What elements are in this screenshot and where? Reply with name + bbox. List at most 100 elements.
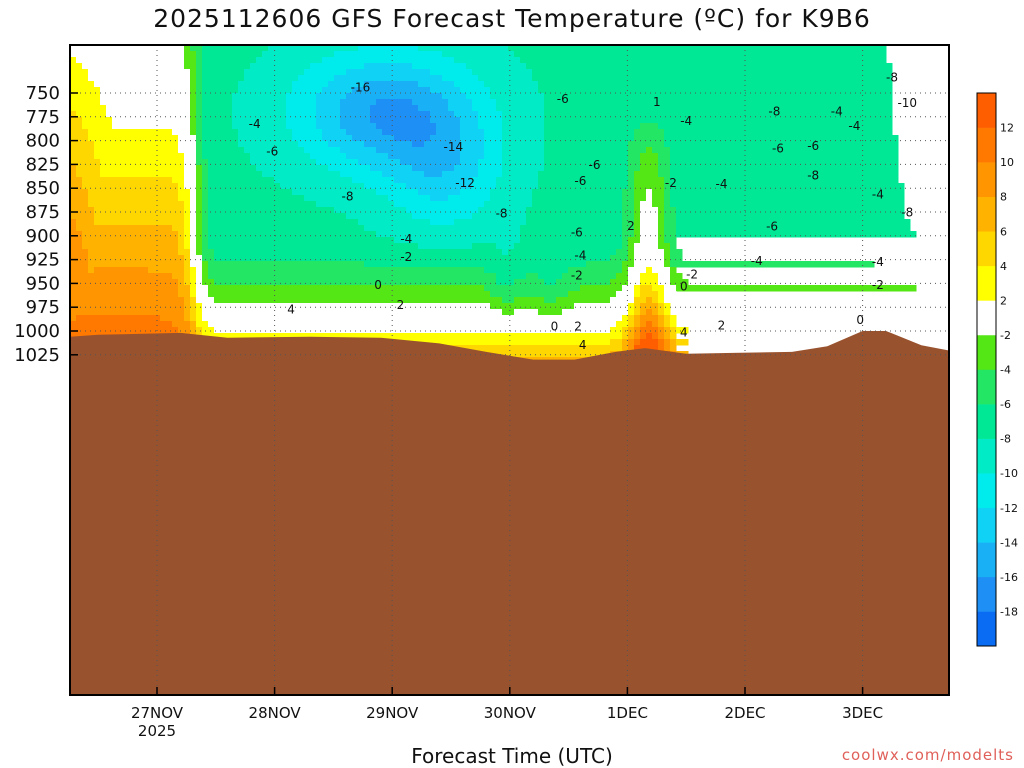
temperature-cell: [238, 141, 299, 148]
temperature-cell: [178, 183, 185, 190]
contour-label: -8: [768, 105, 780, 119]
temperature-cell: [472, 213, 527, 220]
temperature-cell: [412, 63, 467, 70]
temperature-cell: [70, 81, 95, 88]
temperature-cell: [238, 129, 293, 136]
temperature-cell: [574, 303, 629, 310]
temperature-cell: [664, 339, 671, 346]
temperature-cell: [196, 291, 209, 298]
temperature-cell: [472, 183, 497, 190]
temperature-cell: [484, 147, 503, 154]
temperature-cell: [208, 291, 491, 298]
temperature-cell: [100, 87, 191, 94]
temperature-cell: [670, 177, 899, 184]
colorbar-label: 8: [1000, 191, 1007, 204]
temperature-cell: [82, 231, 179, 238]
temperature-cell: [544, 141, 629, 148]
temperature-cell: [70, 303, 185, 310]
temperature-cell: [634, 261, 665, 268]
temperature-cell: [190, 111, 197, 118]
temperature-cell: [454, 219, 527, 226]
temperature-cell: [184, 201, 191, 208]
temperature-cell: [412, 165, 455, 172]
temperature-cell: [634, 249, 665, 256]
temperature-cell: [202, 189, 209, 196]
temperature-cell: [622, 327, 629, 334]
temperature-cell: [478, 111, 503, 118]
contour-label: -6: [766, 220, 778, 234]
temperature-cell: [568, 267, 623, 274]
temperature-cell: [622, 285, 635, 292]
temperature-cell: [178, 231, 185, 238]
temperature-cell: [664, 303, 671, 310]
temperature-cell: [184, 273, 191, 280]
credit-link[interactable]: coolwx.com/modelts: [841, 746, 1014, 764]
temperature-cell: [502, 309, 515, 316]
temperature-cell: [478, 159, 503, 166]
temperature-cell: [202, 81, 239, 88]
temperature-cell: [352, 135, 395, 142]
temperature-cell: [670, 255, 683, 262]
temperature-cell: [526, 207, 623, 214]
temperature-cell: [232, 93, 287, 100]
colorbar-segment: [977, 611, 996, 647]
temperature-cell: [208, 237, 395, 244]
temperature-cell: [526, 219, 623, 226]
temperature-cell: [442, 171, 479, 178]
temperature-cell: [190, 69, 197, 76]
temperature-cell: [202, 63, 251, 70]
temperature-cell: [184, 255, 191, 262]
temperature-cell: [184, 243, 191, 250]
temperature-cell: [202, 195, 209, 202]
temperature-cell: [190, 297, 197, 304]
temperature-cell: [658, 291, 665, 298]
temperature-cell: [424, 171, 443, 178]
temperature-cell: [394, 135, 431, 142]
temperature-cell: [538, 171, 629, 178]
temperature-cell: [70, 189, 89, 196]
temperature-cell: [640, 201, 653, 208]
temperature-cell: [640, 333, 647, 340]
temperature-cell: [196, 165, 203, 172]
temperature-cell: [514, 297, 545, 304]
temperature-cell: [190, 93, 197, 100]
temperature-cell: [346, 129, 383, 136]
temperature-cell: [214, 255, 611, 262]
temperature-cell: [430, 219, 455, 226]
temperature-cell: [436, 129, 461, 136]
temperature-cell: [214, 327, 611, 334]
temperature-cell: [310, 153, 347, 160]
temperature-cell: [160, 315, 185, 322]
contour-label: -2: [686, 267, 698, 281]
temperature-cell: [316, 117, 341, 124]
temperature-cell: [82, 123, 113, 130]
y-tick-label: 975: [26, 297, 60, 318]
colorbar-segment: [977, 196, 996, 232]
temperature-cell: [628, 273, 641, 280]
temperature-cell: [454, 81, 485, 88]
temperature-cell: [106, 105, 191, 112]
temperature-cell: [322, 135, 353, 142]
temperature-cell: [652, 267, 671, 274]
temperature-cell: [244, 75, 299, 82]
temperature-cell: [646, 267, 653, 274]
temperature-cell: [232, 105, 287, 112]
temperature-cell: [460, 129, 485, 136]
temperature-cell: [70, 99, 101, 106]
temperature-cell: [412, 213, 473, 220]
temperature-cell: [670, 189, 905, 196]
temperature-cell: [196, 303, 203, 310]
temperature-cell: [628, 255, 635, 262]
colorbar-segment: [977, 369, 996, 405]
temperature-cell: [622, 333, 629, 340]
contour-label: -4: [574, 248, 586, 262]
temperature-cell: [676, 339, 689, 346]
temperature-cell: [370, 111, 431, 118]
temperature-cell: [622, 189, 635, 196]
x-tick-label: 2DEC: [724, 704, 765, 722]
temperature-cell: [190, 267, 197, 274]
temperature-cell: [88, 189, 179, 196]
temperature-cell: [190, 273, 197, 280]
temperature-cell: [82, 117, 113, 124]
temperature-cell: [652, 189, 665, 196]
